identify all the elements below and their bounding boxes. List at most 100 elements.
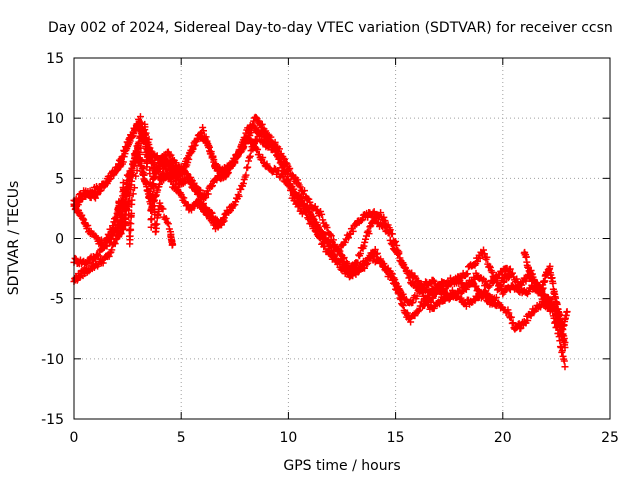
data-point-marker	[414, 308, 422, 316]
data-point-marker	[546, 262, 554, 270]
data-point-marker	[213, 167, 221, 175]
data-point-marker	[295, 194, 303, 202]
data-point-marker	[427, 298, 435, 306]
data-point-marker	[100, 243, 108, 251]
data-point-marker	[335, 257, 343, 265]
data-point-marker	[284, 176, 292, 184]
data-point-marker	[275, 145, 283, 153]
data-point-marker	[199, 199, 207, 207]
data-point-marker	[362, 235, 370, 243]
data-point-marker	[147, 223, 155, 231]
data-point-marker	[372, 250, 380, 258]
data-point-marker	[166, 152, 174, 160]
data-point-marker	[253, 136, 261, 144]
data-point-marker	[132, 148, 140, 156]
data-point-marker	[480, 250, 488, 258]
y-axis-label: SDTVAR / TECUs	[6, 181, 22, 296]
data-point-marker	[127, 226, 135, 234]
data-point-marker	[462, 285, 470, 293]
data-point-marker	[209, 152, 217, 160]
data-point-marker	[380, 213, 388, 221]
data-point-marker	[132, 172, 140, 180]
x-tick-label: 20	[494, 430, 512, 446]
data-point-marker	[139, 127, 147, 135]
axis-ticks: 0 5 10 15 20 25 -15 -10 -5 0 5 10 15	[41, 51, 619, 446]
data-point-marker	[124, 188, 132, 196]
data-point-marker	[394, 289, 402, 297]
data-point-marker	[128, 132, 136, 140]
data-point-marker	[433, 287, 441, 295]
data-point-marker	[208, 209, 216, 217]
data-point-marker	[303, 210, 311, 218]
data-point-marker	[386, 272, 394, 280]
data-point-marker	[144, 151, 152, 159]
data-point-marker	[271, 138, 279, 146]
data-point-marker	[446, 290, 454, 298]
data-point-marker	[148, 215, 156, 223]
data-point-marker	[489, 296, 497, 304]
data-point-marker	[377, 209, 385, 217]
data-point-marker	[323, 224, 331, 232]
data-point-marker	[500, 288, 508, 296]
data-point-marker	[373, 249, 381, 257]
data-point-marker	[95, 252, 103, 260]
chart-title: Day 002 of 2024, Sidereal Day-to-day VTE…	[48, 20, 613, 36]
data-point-marker	[235, 192, 243, 200]
data-point-marker	[304, 214, 312, 222]
data-point-marker	[245, 157, 253, 165]
data-point-marker	[486, 262, 494, 270]
data-point-marker	[330, 240, 338, 248]
data-point-marker	[395, 248, 403, 256]
data-point-marker	[361, 238, 369, 246]
data-point-marker	[488, 268, 496, 276]
y-tick-label: 0	[55, 232, 64, 248]
data-point-marker	[159, 205, 167, 213]
data-point-marker	[205, 143, 213, 151]
data-point-marker	[306, 198, 314, 206]
data-point-marker	[117, 230, 125, 238]
series-trace-g	[113, 120, 177, 249]
data-point-marker	[267, 133, 275, 141]
data-point-marker	[378, 258, 386, 266]
data-point-marker	[457, 294, 465, 302]
data-point-marker	[366, 223, 374, 231]
y-tick-label: -5	[50, 292, 64, 308]
x-tick-label: 5	[177, 430, 186, 446]
data-point-marker	[415, 306, 423, 314]
data-point-marker	[349, 227, 357, 235]
data-point-marker	[91, 194, 99, 202]
data-point-marker	[149, 172, 157, 180]
data-point-marker	[156, 199, 164, 207]
data-point-marker	[302, 208, 310, 216]
data-point-marker	[193, 183, 201, 191]
data-point-marker	[84, 222, 92, 230]
data-point-marker	[195, 189, 203, 197]
data-point-marker	[210, 156, 218, 164]
data-point-marker	[413, 292, 421, 300]
data-point-marker	[110, 171, 118, 179]
data-point-marker	[482, 277, 490, 285]
data-series	[70, 113, 571, 371]
data-point-marker	[396, 254, 404, 262]
series-trace-f	[520, 248, 571, 334]
data-point-marker	[493, 274, 501, 282]
data-point-marker	[113, 166, 121, 174]
data-point-marker	[392, 238, 400, 246]
data-point-marker	[108, 246, 116, 254]
data-point-marker	[505, 309, 513, 317]
y-tick-label: 5	[55, 171, 64, 187]
data-point-marker	[204, 190, 212, 198]
data-point-marker	[321, 242, 329, 250]
data-point-marker	[199, 124, 207, 132]
data-point-marker	[89, 189, 97, 197]
y-tick-label: -15	[41, 412, 64, 428]
data-point-marker	[524, 317, 532, 325]
data-point-marker	[366, 254, 374, 262]
data-point-marker	[417, 298, 425, 306]
data-point-marker	[344, 234, 352, 242]
x-tick-label: 10	[279, 430, 297, 446]
data-point-marker	[327, 232, 335, 240]
data-point-marker	[364, 259, 372, 267]
data-point-marker	[297, 199, 305, 207]
data-point-marker	[483, 253, 491, 261]
